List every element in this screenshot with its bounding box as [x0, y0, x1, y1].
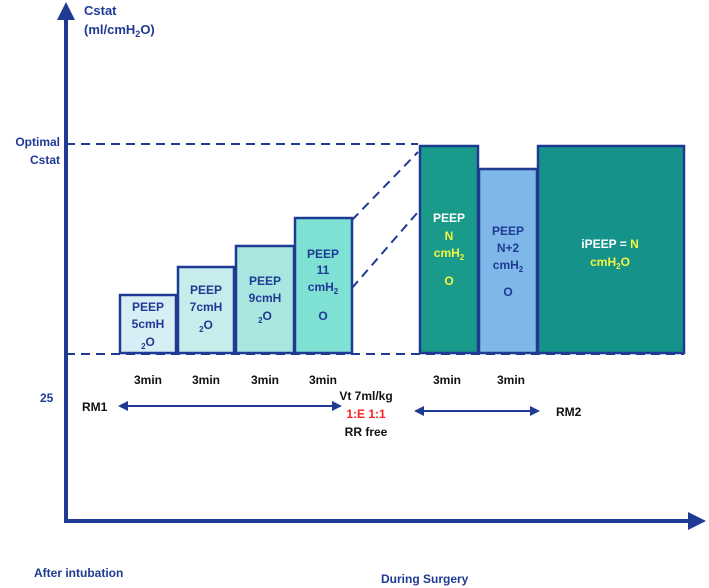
y-tick-25: 25 [40, 391, 54, 405]
y-axis-title-line2: (ml/cmH2O) [84, 22, 155, 39]
duration-peep-7: 3min [192, 373, 220, 387]
duration-peep-n: 3min [433, 373, 461, 387]
optimal-cstat-label-line2: Cstat [30, 153, 60, 167]
peep-7-block [176, 265, 236, 355]
peep-7-text: PEEP 7cmH 2O [190, 283, 223, 334]
svg-text:9cmH: 9cmH [249, 291, 282, 305]
svg-text:O: O [503, 285, 512, 299]
svg-text:O: O [318, 309, 327, 323]
peep-n-text: PEEP N cmH2 O [433, 211, 465, 288]
rm1-arrowhead-left [118, 401, 128, 411]
during-surgery-label: During Surgery [381, 572, 469, 586]
peep-9-text: PEEP 9cmH 2O [249, 274, 282, 325]
duration-peep-5: 3min [134, 373, 162, 387]
peep-n2-text: PEEP N+2 cmH2 O [492, 224, 524, 299]
svg-text:cmH2: cmH2 [493, 258, 524, 274]
after-intubation-label: After intubation [34, 566, 123, 580]
svg-text:PEEP: PEEP [433, 211, 465, 225]
svg-text:cmH2O: cmH2O [590, 255, 630, 271]
rm2-arrowhead-left [414, 406, 424, 416]
peep-n-block [418, 144, 480, 355]
ie-ratio-setting: 1:E 1:1 [346, 407, 386, 421]
svg-text:PEEP: PEEP [190, 283, 222, 297]
svg-text:O: O [444, 274, 453, 288]
rr-setting: RR free [345, 425, 388, 439]
peep-5-block [118, 293, 178, 355]
svg-text:PEEP: PEEP [492, 224, 524, 238]
svg-text:2O: 2O [258, 309, 272, 325]
y-axis-title-line1: Cstat [84, 3, 117, 18]
svg-text:PEEP: PEEP [307, 247, 339, 261]
duration-peep-9: 3min [251, 373, 279, 387]
svg-text:2O: 2O [199, 318, 213, 334]
svg-text:7cmH: 7cmH [190, 300, 223, 314]
peep-11-text: PEEP 11 cmH2 O [307, 247, 339, 323]
y-axis-arrowhead [57, 2, 75, 20]
svg-text:cmH2: cmH2 [308, 280, 339, 296]
rm1-label: RM1 [82, 400, 108, 414]
duration-peep-n2: 3min [497, 373, 525, 387]
svg-text:PEEP: PEEP [132, 300, 164, 314]
zoom-dashed-line-top [351, 151, 419, 221]
zoom-dashed-line-bottom [351, 211, 419, 289]
peep-11-block [293, 216, 354, 355]
ipeep-block [536, 144, 686, 355]
rm2-arrowhead-right [530, 406, 540, 416]
svg-text:N: N [445, 229, 454, 243]
svg-text:PEEP: PEEP [249, 274, 281, 288]
duration-peep-11: 3min [309, 373, 337, 387]
rm1-arrowhead-right [332, 401, 342, 411]
optimal-cstat-label-line1: Optimal [15, 135, 60, 149]
rm2-label: RM2 [556, 405, 582, 419]
svg-text:N+2: N+2 [497, 241, 520, 255]
peep-5-text: PEEP 5cmH 2O [132, 300, 165, 351]
svg-text:cmH2: cmH2 [434, 246, 465, 262]
peep-9-block [234, 244, 296, 355]
x-axis-arrowhead [688, 512, 706, 530]
svg-text:iPEEP = N: iPEEP = N [581, 237, 638, 251]
svg-text:11: 11 [317, 263, 330, 277]
vt-setting: Vt 7ml/kg [339, 389, 392, 403]
svg-text:2O: 2O [141, 335, 155, 351]
ipeep-text: iPEEP = N cmH2O [581, 237, 638, 271]
svg-text:5cmH: 5cmH [132, 317, 165, 331]
